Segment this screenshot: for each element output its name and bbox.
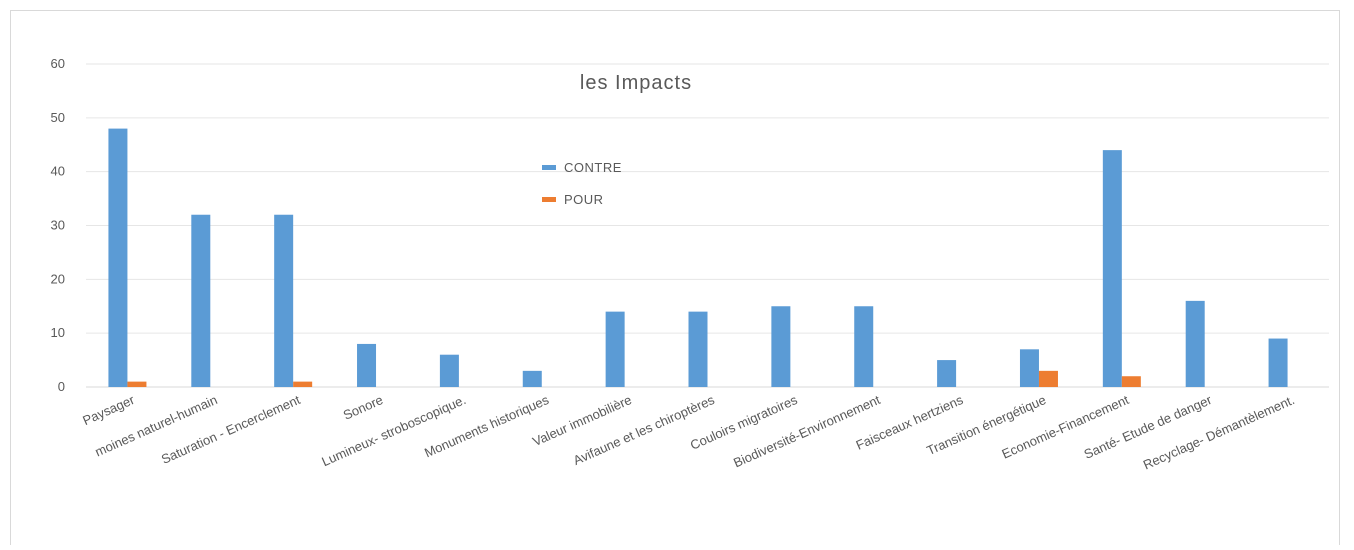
- x-category-label: Sonore: [341, 392, 385, 423]
- y-tick-label: 10: [51, 325, 65, 340]
- bar-contre: [357, 343, 377, 387]
- bar-contre: [605, 311, 625, 387]
- bar-pour: [1038, 370, 1058, 387]
- bar-contre: [854, 306, 874, 387]
- bar-contre: [522, 370, 542, 387]
- y-tick-label: 40: [51, 164, 65, 179]
- bar-contre: [688, 311, 708, 387]
- bar-contre: [1185, 300, 1205, 387]
- bar-contre: [274, 214, 294, 387]
- x-category-label: Paysager: [80, 392, 137, 428]
- bar-contre: [937, 360, 957, 387]
- legend-swatch-pour: [542, 197, 556, 202]
- y-tick-label: 20: [51, 271, 65, 286]
- y-tick-label: 30: [51, 218, 65, 233]
- bar-contre: [1019, 349, 1039, 387]
- bar-contre: [1268, 338, 1288, 387]
- x-category-label: Recyclage- Démantèlement.: [1141, 392, 1297, 472]
- legend-label-pour: POUR: [564, 192, 604, 207]
- bar-pour: [127, 381, 147, 387]
- x-category-label: Avifaune et les chiroptères: [571, 392, 717, 468]
- bar-pour: [293, 381, 313, 387]
- bar-contre: [1102, 150, 1122, 387]
- bar-pour: [1121, 376, 1141, 387]
- legend-label-contre: CONTRE: [564, 160, 622, 175]
- bar-contre: [771, 306, 791, 387]
- y-tick-label: 50: [51, 110, 65, 125]
- bar-contre: [439, 354, 459, 387]
- x-category-label: Saturation - Encerclement: [159, 392, 303, 467]
- bars: [108, 128, 1288, 387]
- y-axis-tick-labels: 0 10 20 30 40 50 60: [51, 56, 65, 394]
- chart-title: les Impacts: [580, 72, 692, 94]
- legend-swatch-contre: [542, 165, 556, 170]
- legend: CONTRE POUR: [542, 160, 622, 207]
- chart-frame: 0 10 20 30 40 50 60 Paysager moines naturel-hum…: [10, 10, 1340, 545]
- y-tick-label: 60: [51, 56, 65, 71]
- y-tick-label: 0: [58, 379, 65, 394]
- x-category-label: Lumineux- stroboscopique.: [319, 392, 468, 469]
- bar-contre: [191, 214, 211, 387]
- bar-contre: [108, 128, 128, 387]
- x-category-label: Biodiversité-Environnement: [731, 392, 883, 471]
